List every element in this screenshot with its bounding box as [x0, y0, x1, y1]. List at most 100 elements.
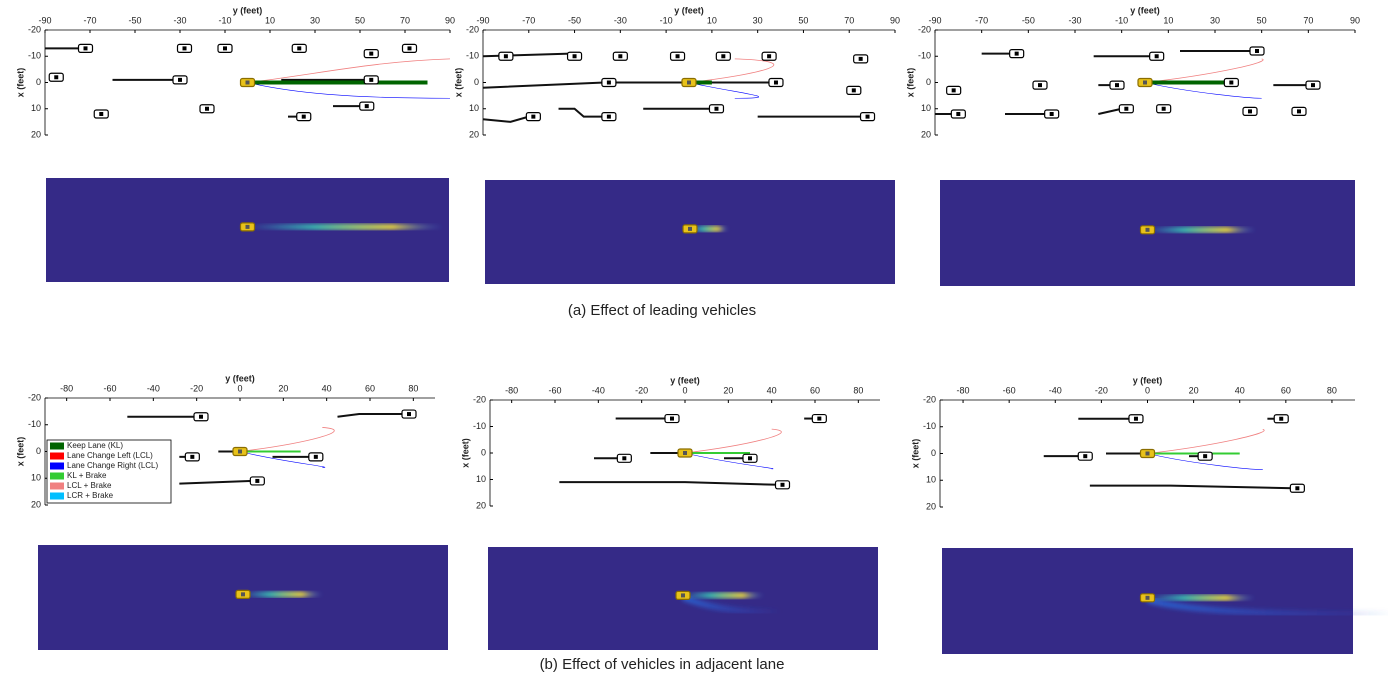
x-tick-label: -60: [548, 385, 561, 395]
x-tick-label: 20: [278, 383, 288, 393]
x-tick-label: 40: [322, 383, 332, 393]
x-tick-label: -50: [568, 15, 581, 25]
vehicle-window: [683, 451, 687, 455]
y-axis-label: x (feet): [15, 437, 25, 467]
y-tick-label: 0: [931, 448, 936, 458]
history-track: [1089, 484, 1293, 490]
legend-swatch: [50, 452, 64, 460]
y-tick-label: 20: [926, 501, 936, 511]
vehicle-window: [83, 46, 88, 51]
x-tick-label: -40: [592, 385, 605, 395]
occupancy-heatmap: [488, 547, 878, 650]
x-tick-label: 20: [1189, 385, 1199, 395]
x-tick-label: 10: [1163, 15, 1173, 25]
predicted-lcr: [1144, 82, 1262, 99]
legend-label: Keep Lane (KL): [67, 441, 123, 450]
vehicle-window: [182, 46, 187, 51]
y-tick-label: 0: [481, 447, 486, 457]
legend-label: KL + Brake: [67, 471, 107, 480]
y-tick-label: 10: [921, 103, 931, 113]
predicted-lcl: [688, 58, 775, 83]
y-axis-label: x (feet): [15, 68, 25, 98]
vehicle-window: [1038, 83, 1042, 88]
x-tick-label: 10: [265, 15, 275, 25]
occupancy-heatmap: [942, 548, 1388, 654]
vehicle-window: [503, 54, 508, 59]
trajectory-plot: -90 -70 -50 -30 -10 10 30 50 70 90 -20 -10 0 10 20 y (f…: [905, 5, 1360, 139]
y-tick-label: 10: [469, 103, 479, 113]
predicted-lcl: [239, 427, 335, 452]
x-tick-label: -70: [975, 15, 988, 25]
predicted-lcr: [247, 82, 451, 99]
vehicle-window: [1295, 486, 1300, 491]
x-tick-label: 60: [1281, 385, 1291, 395]
vehicle-window: [1145, 451, 1150, 456]
y-tick-label: -10: [466, 51, 479, 61]
legend-label: LCR + Brake: [67, 491, 114, 500]
heatmap-tail: [681, 594, 781, 615]
vehicle-window: [407, 412, 411, 417]
occupancy-heatmap: [485, 180, 895, 284]
vehicle-window: [951, 88, 956, 93]
x-tick-label: -10: [660, 15, 673, 25]
predicted-lcr: [239, 451, 326, 468]
vehicle-window: [313, 454, 318, 459]
vehicle-window: [1143, 80, 1147, 85]
y-tick-label: -20: [918, 24, 931, 34]
history-track: [482, 52, 571, 58]
y-tick-label: -20: [28, 24, 41, 34]
x-tick-label: 0: [1145, 385, 1150, 395]
vehicle-window: [1014, 51, 1019, 56]
vehicle-window: [606, 80, 611, 85]
vehicle-window: [1049, 112, 1054, 116]
vehicle-window: [531, 114, 536, 119]
x-tick-label: -90: [928, 15, 941, 25]
x-tick-label: 80: [853, 385, 863, 395]
y-tick-label: 0: [36, 77, 41, 87]
legend-swatch: [50, 442, 64, 450]
y-tick-label: -20: [28, 392, 41, 402]
x-tick-label: -90: [476, 15, 489, 25]
y-tick-label: 20: [476, 500, 486, 510]
y-tick-label: 10: [926, 475, 936, 485]
vehicle-window: [1145, 227, 1150, 232]
y-tick-label: 20: [921, 129, 931, 139]
heatmap-density: [242, 591, 322, 598]
x-tick-label: 70: [400, 15, 410, 25]
vehicle-window: [1115, 83, 1119, 88]
trajectory-plot: -90 -70 -50 -30 -10 10 30 50 70 90 -20 -10 0 10 20 y (f…: [15, 5, 455, 139]
vehicle-window: [714, 106, 719, 111]
vehicle-window: [773, 80, 778, 85]
vehicle-window: [255, 478, 260, 483]
heatmap-density: [1146, 594, 1254, 601]
y-tick-label: 10: [31, 103, 41, 113]
vehicle-window: [1203, 454, 1208, 459]
predicted-lcl: [247, 58, 451, 83]
x-tick-label: -50: [128, 15, 141, 25]
x-tick-label: -30: [614, 15, 627, 25]
heatmap-density: [682, 592, 763, 599]
y-axis-label: x (feet): [460, 438, 470, 468]
legend-box: [46, 439, 172, 504]
y-tick-label: -10: [28, 51, 41, 61]
vehicle-window: [54, 75, 59, 80]
vehicle-window: [241, 592, 245, 597]
x-tick-label: 60: [810, 385, 820, 395]
predicted-lcl: [684, 428, 782, 454]
x-tick-label: 10: [707, 15, 717, 25]
vehicle-window: [223, 46, 227, 51]
vehicle-window: [199, 414, 203, 419]
trajectory-plot: -80 -60 -40 -20 0 20 40 60 80 -20 -10 0 10 20 y (feet)…: [910, 375, 1355, 511]
y-tick-label: 10: [31, 473, 41, 483]
vehicle-window: [1311, 83, 1315, 88]
x-tick-label: 90: [890, 15, 900, 25]
history-track: [482, 115, 530, 123]
x-tick-label: -70: [83, 15, 96, 25]
history-track: [559, 481, 779, 486]
vehicle-window: [670, 416, 674, 421]
x-tick-label: 90: [1350, 15, 1360, 25]
y-tick-label: 10: [476, 474, 486, 484]
vehicle-window: [622, 456, 627, 461]
vehicle-window: [1124, 106, 1129, 111]
x-tick-label: -80: [505, 385, 518, 395]
